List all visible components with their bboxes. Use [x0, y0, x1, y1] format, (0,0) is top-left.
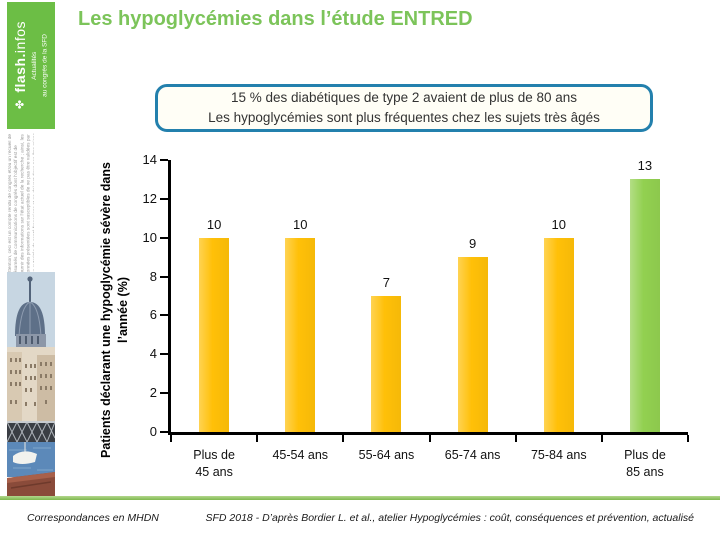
flash-flower-icon: ✤: [13, 96, 26, 111]
y-tick-mark: [160, 275, 168, 278]
x-axis-label: Plus de 85 ans: [624, 448, 666, 479]
x-tick-mark: [170, 435, 172, 442]
x-axis-labels: Plus de 45 ans 45-54 ans 55-64 ans 65-74 an…: [171, 447, 688, 481]
bar: [629, 179, 660, 432]
bar-value-label: 13: [637, 158, 653, 174]
y-axis-label: Patients déclarant une hypoglycémie sévè…: [99, 162, 130, 458]
footer-citation: SFD 2018 - D’après Bordier L. et al., at…: [205, 512, 694, 524]
bar-value-label: 9: [468, 236, 477, 252]
x-tick-mark: [256, 435, 259, 442]
logo-light: infos: [11, 20, 28, 53]
x-tick-mark: [514, 435, 517, 442]
tagline-line1: Actualités: [30, 51, 38, 80]
logo-tagline: Actualités au congrès de la SFD: [30, 34, 51, 97]
y-tick-label: 0: [149, 424, 157, 439]
y-tick-mark: [160, 197, 168, 200]
x-axis-label: 55-64 ans: [358, 448, 415, 462]
x-axis-label: Plus de 45 ans: [193, 448, 235, 479]
bar-chart: 0 2 4 6 8 10 12 14 10 10 7 9 10 13 Plus de 45 ans 45-5…: [143, 152, 689, 481]
x-axis-label: 75-84 ans: [530, 448, 587, 462]
y-tick-label: 12: [142, 190, 157, 206]
y-tick-label: 2: [149, 385, 157, 401]
footer-journal: Correspondances en MHDN: [27, 512, 159, 524]
callout-line1: 15 % des diabétiques de type 2 avaient d…: [230, 89, 577, 105]
page-title: Les hypoglycémies dans l’étude ENTRED: [78, 8, 473, 30]
x-tick-mark: [428, 435, 431, 442]
bar: [371, 296, 402, 432]
y-tick-mark: [160, 314, 168, 317]
bar: [199, 237, 230, 432]
bar-value-label: 10: [293, 216, 308, 232]
key-message-callout: 15 % des diabétiques de type 2 avaient d…: [155, 84, 653, 132]
x-axis-label: 45-54 ans: [272, 448, 329, 462]
y-tick-label: 14: [142, 152, 157, 167]
callout-line2: Les hypoglycémies sont plus fréquentes c…: [208, 110, 600, 125]
riverside-dome-photo: [7, 272, 55, 497]
y-tick-label: 10: [142, 229, 157, 245]
bar: [285, 237, 316, 432]
y-tick-mark: [160, 353, 168, 356]
bar-value-label: 10: [206, 216, 222, 232]
x-axis-label: 65-74 ans: [444, 448, 501, 462]
y-tick-label: 8: [149, 268, 157, 284]
y-tick-label: 6: [149, 307, 157, 323]
bar-value-label: 7: [382, 275, 391, 290]
y-tick-mark: [160, 392, 168, 395]
sidebar-disclaimer: Attention, ceci est un compte rendu de c…: [8, 133, 34, 275]
y-tick-label: 4: [149, 346, 157, 362]
x-tick-mark: [342, 435, 345, 442]
y-tick-mark: [160, 431, 168, 433]
logo-bold: flash.: [11, 52, 28, 93]
x-tick-mark: [600, 435, 603, 442]
plot-area: 0 2 4 6 8 10 12 14 10 10 7 9 10 13: [143, 152, 689, 442]
bottom-divider-line: [0, 496, 720, 500]
bar: [457, 257, 488, 432]
x-tick-mark: [687, 435, 689, 442]
flash-infos-logo: ✤ flash.infos Actualités au congrès de l…: [7, 2, 55, 129]
y-tick-mark: [160, 236, 168, 239]
tagline-line2: au congrès de la SFD: [41, 34, 48, 97]
bar: [543, 237, 574, 432]
y-tick-mark: [160, 159, 168, 161]
logo-text: ✤ flash.infos: [12, 21, 28, 111]
bar-value-label: 10: [551, 216, 566, 232]
